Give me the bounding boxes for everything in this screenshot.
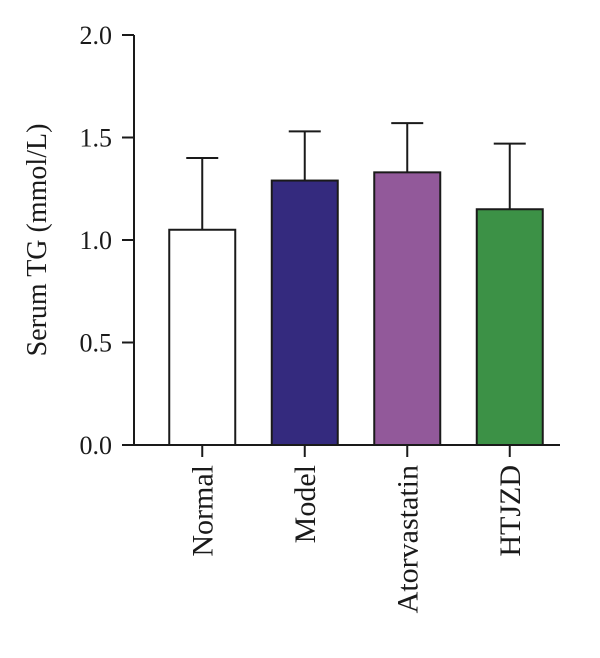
bar-model: [270, 179, 339, 447]
bars: [168, 171, 544, 447]
bar-normal: [168, 228, 237, 446]
category-label-atorvastatin: Atorvastatin: [391, 465, 424, 613]
y-tick-label: 1.5: [80, 124, 113, 153]
y-tick-label: 1.0: [80, 226, 113, 255]
error-bars: [186, 122, 526, 230]
y-tick-label: 2.0: [80, 21, 113, 50]
category-label-normal: Normal: [186, 465, 219, 557]
y-axis-ticks: 0.0 0.5 1.0 1.5 2.0: [80, 21, 134, 460]
category-label-model: Model: [289, 465, 322, 543]
y-tick-label: 0.0: [80, 431, 113, 460]
x-axis-ticks: [201, 445, 511, 457]
category-label-htjzd: HTJZD: [494, 465, 527, 557]
category-labels: Normal Model Atorvastatin HTJZD: [186, 465, 527, 613]
bar-htjzd: [475, 208, 544, 446]
bar-atorvastatin: [373, 171, 442, 446]
y-tick-label: 0.5: [80, 329, 113, 358]
y-axis-label: Serum TG (mmol/L): [22, 124, 53, 357]
